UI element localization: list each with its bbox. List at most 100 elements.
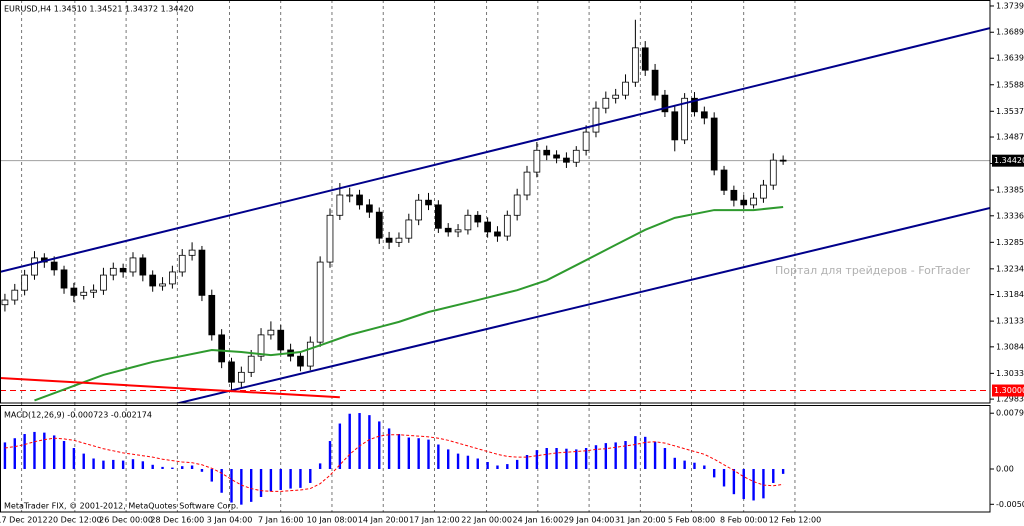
price-box (992, 154, 1024, 167)
candle-body (691, 97, 698, 113)
candle-body (602, 97, 610, 109)
macd-bar (368, 415, 371, 469)
macd-bar (43, 432, 46, 469)
y-tick-label: 0.007975 (996, 409, 1024, 418)
candle-body (316, 261, 324, 343)
candle-body (297, 355, 304, 367)
y-tick-label: 0.00 (996, 464, 1014, 473)
candle-body (730, 189, 738, 201)
macd-bar (614, 442, 617, 469)
x-tick-label: 7 Jan 16:00 (258, 516, 304, 525)
macd-bar (289, 468, 292, 489)
candle-body (513, 194, 521, 216)
macd-bar (486, 461, 489, 469)
trend-line (0, 377, 340, 399)
candle-body (503, 214, 511, 237)
macd-bar (644, 436, 647, 469)
macd-bar (151, 464, 154, 469)
macd-bar (190, 465, 194, 469)
macd-bar (82, 453, 85, 469)
macd-bar (772, 468, 775, 483)
y-tick-label: 1.29835 (996, 395, 1024, 404)
macd-title: MACD(12,26,9) -0.000723 -0.002174 (4, 411, 152, 420)
macd-bar (121, 460, 125, 469)
macd-bar (62, 441, 66, 469)
watermark: Портал для трейдеров - ForTrader (775, 264, 971, 277)
candle-body (247, 355, 255, 373)
candle-body (257, 334, 265, 357)
x-tick-label: 5 Feb 08:00 (668, 516, 715, 525)
y-tick-label: 1.30330 (996, 369, 1024, 378)
macd-bar (131, 459, 135, 469)
candle-body (119, 267, 127, 273)
macd-bar (417, 438, 420, 469)
candle-body (277, 329, 285, 351)
candle-body (169, 271, 176, 285)
footer: MetaTrader FIX, © 2001-2012, MetaQuotes … (4, 502, 238, 511)
macd-bar (33, 431, 36, 469)
macd-bar (279, 468, 282, 490)
candle-body (769, 159, 777, 186)
candle-body (572, 149, 580, 163)
macd-bar (249, 468, 253, 502)
trend-line (174, 207, 990, 403)
x-tick-label: 14 Jan 20:00 (358, 516, 409, 525)
candle-body (425, 199, 432, 206)
candle-body (622, 81, 629, 96)
macd-bar (722, 468, 726, 487)
candle-body (553, 154, 560, 159)
candle-body (592, 107, 600, 133)
macd-bar (496, 465, 499, 469)
candle-body (178, 254, 186, 273)
macd-bar (703, 465, 706, 469)
macd-bar (781, 468, 785, 474)
macd-bar (742, 468, 745, 500)
candle-body (543, 149, 551, 156)
candle-body (129, 257, 137, 273)
x-tick-label: 8 Feb 00:00 (720, 516, 767, 525)
moving-average (34, 205, 784, 402)
macd-bar (732, 468, 736, 495)
candle-body (90, 289, 97, 293)
candle-body (651, 69, 659, 96)
macd-bar (594, 445, 598, 469)
candle-body (710, 117, 718, 171)
macd-bar (3, 442, 7, 469)
x-tick-label: 17 Dec 2012 (0, 516, 48, 525)
macd-bar (525, 455, 529, 469)
candle-body (237, 371, 245, 383)
candle-body (750, 197, 757, 206)
y-tick-label: 1.36390 (996, 54, 1024, 63)
candle-body (681, 97, 688, 141)
x-tick-label: 26 Dec 00:00 (99, 516, 153, 525)
x-tick-label: 20 Dec 12:00 (48, 516, 102, 525)
candle-body (671, 111, 679, 141)
x-tick-label: 17 Jan 12:00 (409, 516, 460, 525)
macd-bar (102, 460, 105, 469)
macd-bar (663, 448, 667, 469)
macd-bar (181, 466, 184, 469)
macd-bar (269, 468, 273, 492)
candle-body (415, 199, 423, 221)
macd-bar (535, 450, 539, 469)
y-tick-label: 1.33360 (996, 211, 1024, 220)
macd-bar (230, 468, 233, 503)
y-tick-label: 1.31335 (996, 317, 1024, 326)
y-tick-label: 1.32340 (996, 264, 1024, 273)
macd-bar (456, 453, 460, 469)
x-tick-label: 29 Jan 04:00 (564, 516, 615, 525)
macd-bar (171, 467, 174, 469)
trend-line (0, 27, 990, 273)
macd-bar (762, 468, 765, 499)
candle-body (109, 267, 117, 276)
macd-bar (309, 468, 312, 483)
macd-bar (112, 459, 115, 469)
candle-body (641, 47, 649, 71)
macd-bar (565, 448, 568, 469)
candle-body (405, 219, 413, 239)
candle-body (740, 199, 748, 206)
candle-body (356, 194, 363, 206)
x-tick-label: 10 Jan 08:00 (307, 516, 358, 525)
chart-title: EURUSD,H4 1.34510 1.34521 1.34372 1.3442… (4, 5, 194, 14)
